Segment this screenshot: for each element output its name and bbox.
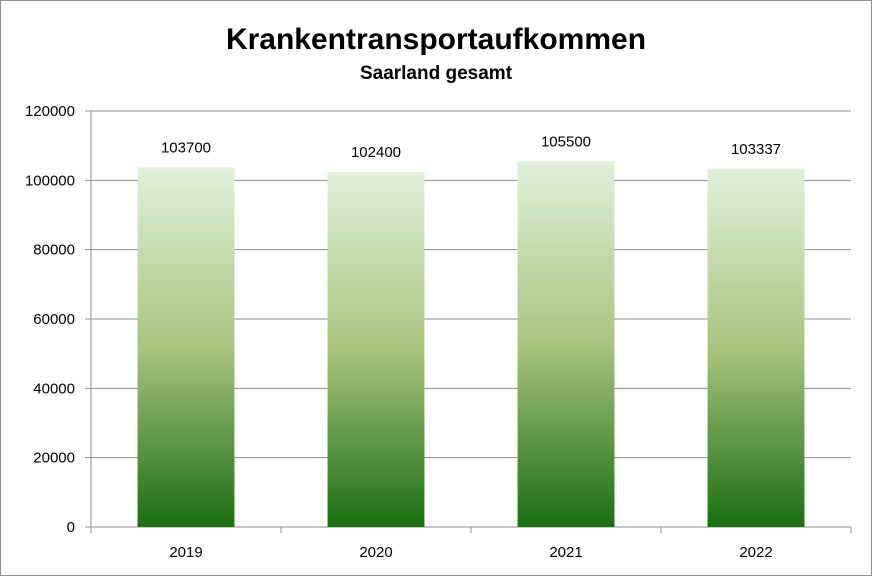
data-label-2020: 102400	[351, 144, 401, 161]
x-tick-label-2021: 2021	[549, 544, 582, 561]
data-label-2019: 103700	[161, 140, 211, 157]
chart-title: Krankentransportaufkommen	[226, 23, 646, 56]
x-tick-label-2022: 2022	[739, 544, 772, 561]
bar-2019	[137, 167, 235, 528]
y-tick-label: 80000	[33, 242, 75, 259]
chart-subtitle: Saarland gesamt	[360, 63, 513, 84]
y-tick-label: 20000	[33, 450, 75, 467]
bar-2020	[327, 172, 425, 527]
data-label-2022: 103337	[731, 141, 781, 158]
data-label-2021: 105500	[541, 133, 591, 150]
y-tick-label: 120000	[25, 103, 75, 120]
y-tick-label: 100000	[25, 172, 75, 189]
bar-2022	[707, 168, 805, 527]
x-tick-label-2019: 2019	[169, 544, 202, 561]
y-tick-label: 0	[67, 519, 75, 536]
x-tick-label-2020: 2020	[359, 544, 392, 561]
bar-2021	[517, 161, 615, 527]
y-tick-label: 40000	[33, 380, 75, 397]
y-tick-label: 60000	[33, 311, 75, 328]
